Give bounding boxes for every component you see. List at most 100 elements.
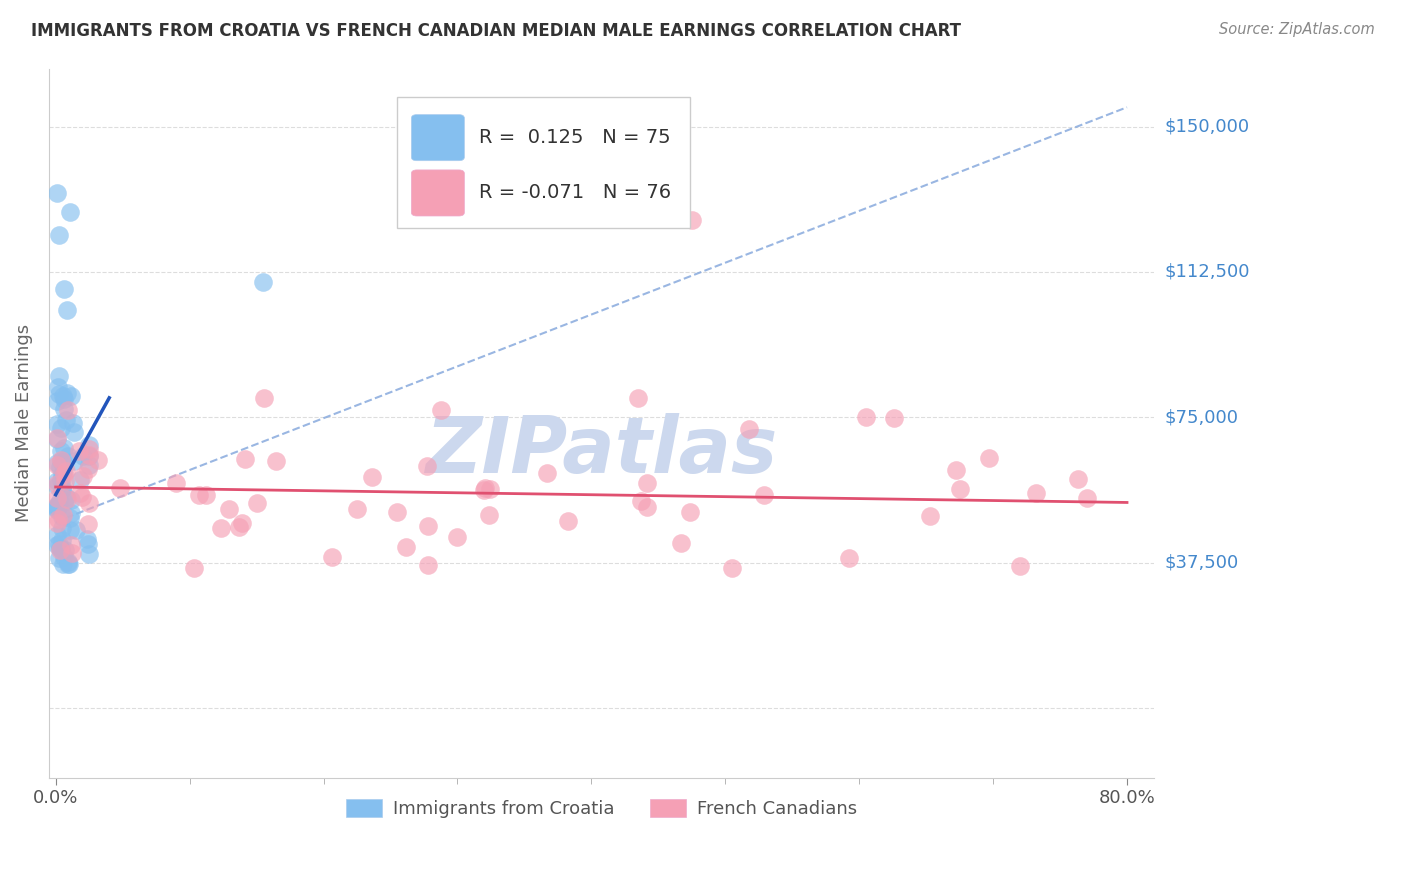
Point: [46, 528, 69, 542]
Point: [188, 487, 211, 501]
Point: [46, 456, 69, 470]
Point: [55, 491, 77, 506]
Point: [56, 555, 79, 569]
Point: [264, 454, 287, 468]
Text: IMMIGRANTS FROM CROATIA VS FRENCH CANADIAN MEDIAN MALE EARNINGS CORRELATION CHAR: IMMIGRANTS FROM CROATIA VS FRENCH CANADI…: [31, 22, 960, 40]
Point: [416, 458, 439, 473]
Point: [48, 551, 70, 566]
Point: [46, 499, 69, 513]
Point: [855, 410, 877, 425]
Point: [69, 485, 91, 500]
Text: $37,500: $37,500: [1166, 554, 1239, 572]
Point: [52, 558, 75, 572]
Point: [446, 530, 468, 544]
Point: [59, 205, 82, 219]
Point: [472, 483, 495, 498]
Point: [46, 417, 69, 432]
Point: [838, 551, 860, 566]
Point: [77, 495, 100, 509]
Point: [183, 561, 205, 575]
Point: [46, 394, 69, 409]
Point: [49, 421, 72, 435]
Point: [53, 474, 76, 488]
Point: [418, 558, 440, 572]
Point: [51, 467, 73, 482]
Point: [231, 516, 253, 531]
Point: [252, 275, 274, 289]
Point: [46, 477, 69, 491]
Point: [46, 186, 69, 200]
Point: [69, 473, 91, 487]
Point: [70, 490, 93, 504]
Text: R = -0.071   N = 76: R = -0.071 N = 76: [479, 184, 671, 202]
Point: [76, 462, 98, 476]
Point: [46, 379, 69, 393]
Point: [67, 444, 90, 458]
Point: [49, 453, 72, 467]
Point: [46, 538, 69, 552]
Point: [86, 452, 108, 467]
Point: [51, 479, 73, 493]
Point: [346, 501, 368, 516]
Point: [48, 228, 70, 243]
Point: [72, 469, 94, 483]
Point: [56, 403, 79, 417]
Point: [60, 388, 83, 402]
Point: [51, 482, 73, 496]
Point: [165, 475, 187, 490]
Point: [48, 369, 70, 384]
Text: R =  0.125   N = 75: R = 0.125 N = 75: [479, 128, 671, 147]
Point: [51, 443, 73, 458]
Point: [49, 542, 72, 557]
Point: [46, 458, 69, 472]
Point: [678, 505, 700, 519]
Point: [46, 502, 69, 516]
Point: [46, 501, 69, 516]
Point: [1025, 485, 1047, 500]
Point: [636, 476, 658, 491]
Point: [55, 303, 77, 318]
Point: [55, 385, 77, 400]
Point: [55, 464, 77, 478]
Point: [52, 282, 75, 296]
Point: [60, 538, 83, 552]
Point: [1076, 491, 1098, 506]
Point: [478, 508, 501, 522]
Point: [49, 460, 72, 475]
Point: [194, 487, 217, 501]
Point: [557, 514, 579, 528]
Point: [60, 493, 83, 508]
Point: [233, 451, 256, 466]
Point: [51, 542, 73, 557]
Text: ZIPatlas: ZIPatlas: [425, 413, 778, 490]
Point: [46, 474, 69, 488]
Point: [883, 411, 905, 425]
Point: [754, 488, 776, 502]
Point: [321, 549, 343, 564]
Point: [56, 450, 79, 464]
Point: [52, 467, 75, 482]
Point: [51, 482, 73, 496]
Point: [52, 455, 75, 469]
Y-axis label: Median Male Earnings: Median Male Earnings: [15, 324, 32, 522]
Point: [681, 212, 703, 227]
Point: [60, 545, 83, 559]
Point: [51, 509, 73, 524]
Point: [53, 392, 76, 406]
Point: [77, 438, 100, 452]
Point: [48, 386, 70, 401]
Point: [385, 505, 408, 519]
Point: [58, 558, 80, 572]
Point: [636, 500, 658, 515]
Point: [52, 389, 75, 403]
Point: [536, 466, 558, 480]
Point: [77, 448, 100, 462]
Point: [430, 403, 453, 417]
Point: [721, 561, 744, 575]
Point: [48, 537, 70, 551]
Point: [52, 467, 75, 481]
Point: [418, 519, 440, 533]
Text: Source: ZipAtlas.com: Source: ZipAtlas.com: [1219, 22, 1375, 37]
Point: [479, 482, 502, 496]
Point: [77, 458, 100, 472]
